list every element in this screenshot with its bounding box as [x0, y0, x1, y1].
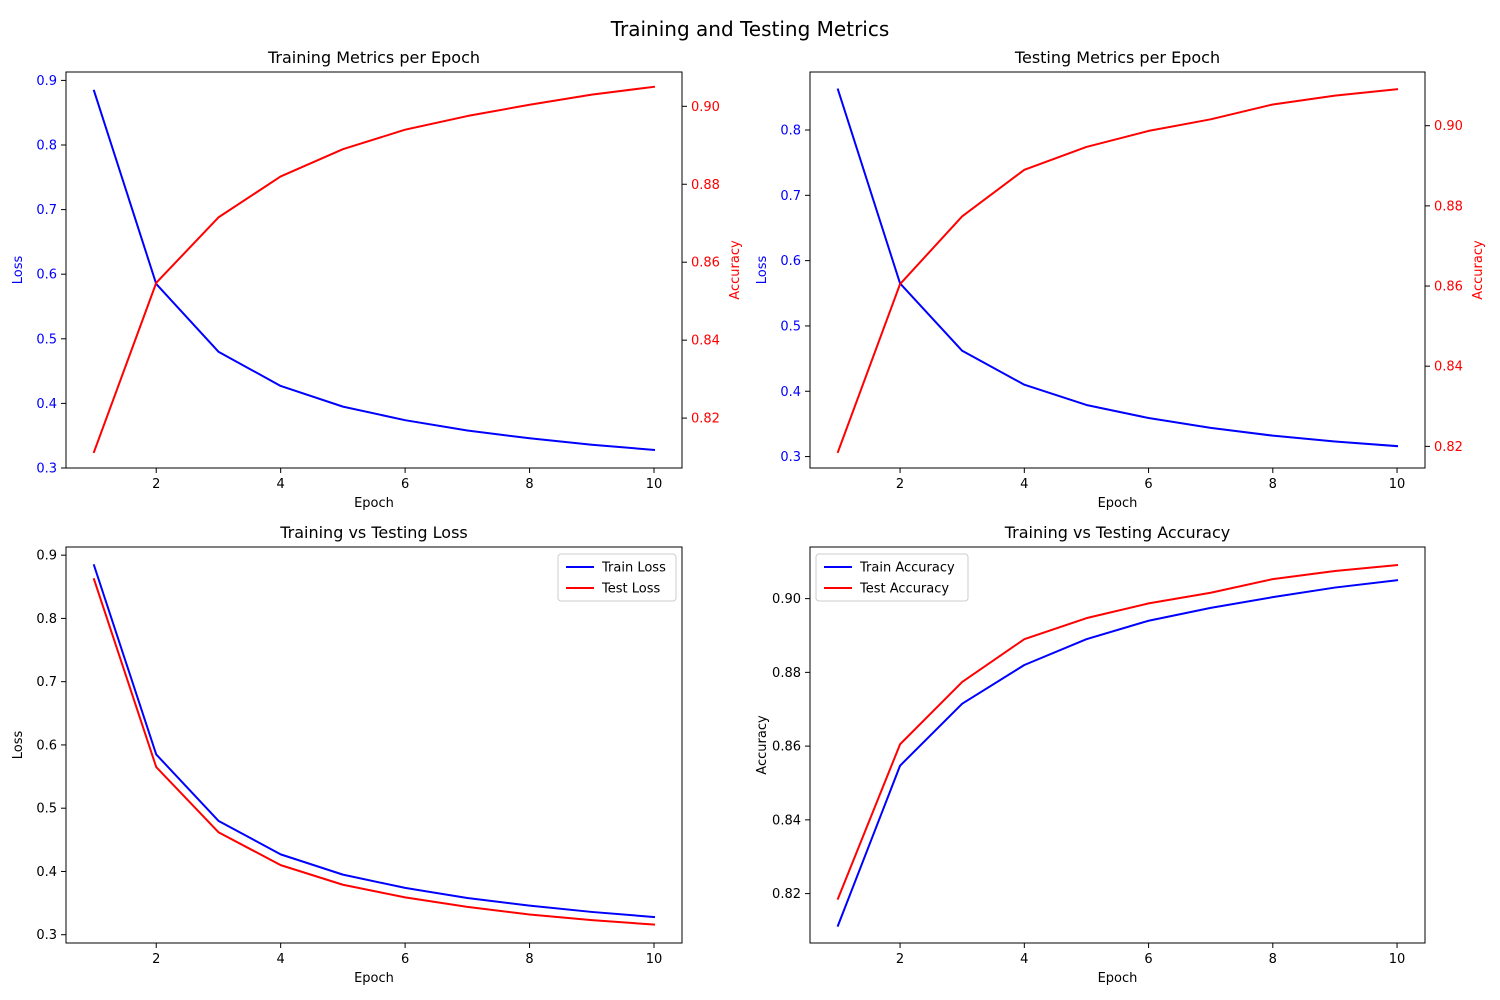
chart-title: Training vs Testing Loss — [279, 523, 468, 542]
y-tick-label: 0.5 — [780, 319, 801, 334]
x-tick-label: 8 — [525, 952, 533, 967]
y-tick-label: 0.6 — [36, 268, 57, 283]
y-tick-label: 0.7 — [780, 189, 801, 204]
x-tick-label: 2 — [896, 952, 904, 967]
legend-label: Train Accuracy — [859, 561, 955, 576]
y-tick-label: 0.3 — [36, 928, 57, 943]
y2-tick-label: 0.88 — [691, 178, 720, 193]
y2-tick-label: 0.90 — [691, 100, 720, 115]
legend: Train Accuracy Test Accuracy — [815, 553, 969, 602]
subplot-grid: Training Metrics per Epoch 2 4 6 8 10 Epoch 0.3… — [11, 48, 1486, 986]
series-line-1 — [836, 88, 1399, 448]
series-line-1 — [92, 564, 656, 919]
x-tick-label: 4 — [277, 952, 285, 967]
chart-title: Testing Metrics per Epoch — [1014, 48, 1220, 67]
axes-frame — [809, 546, 1426, 944]
y2-tick-label: 0.88 — [1434, 199, 1463, 214]
chart-panel-4: Training vs Testing Accuracy 2 4 6 8 10 Epoch 0… — [755, 523, 1426, 986]
y2-tick-label: 0.84 — [1434, 360, 1463, 375]
y-tick-label: 0.4 — [780, 385, 801, 400]
x-tick-label: 2 — [896, 477, 904, 492]
y-tick-label: 0.86 — [772, 740, 801, 755]
y-axis-label: Accuracy — [755, 715, 770, 775]
x-tick-label: 10 — [646, 952, 663, 967]
x-tick-label: 6 — [1144, 952, 1152, 967]
y-tick-label: 0.9 — [36, 74, 57, 89]
legend-label: Test Loss — [601, 582, 660, 597]
y2-tick-label: 0.86 — [691, 256, 720, 271]
figure-suptitle: Training and Testing Metrics — [610, 17, 890, 41]
y2-tick-label: 0.84 — [691, 334, 720, 349]
x-tick-label: 8 — [1269, 477, 1277, 492]
y2-tick-label: 0.86 — [1434, 280, 1463, 295]
x-tick-label: 8 — [1269, 952, 1277, 967]
x-tick-label: 10 — [1389, 477, 1406, 492]
y-tick-label: 0.6 — [780, 254, 801, 269]
legend-label: Train Loss — [601, 561, 666, 576]
series-line-2 — [836, 88, 1399, 454]
axes-frame — [65, 71, 683, 469]
chart-panel-1: Training Metrics per Epoch 2 4 6 8 10 Epoch 0.3… — [11, 48, 743, 511]
y-axis-label: Loss — [11, 256, 26, 285]
y-tick-label: 0.82 — [772, 887, 801, 902]
axes-frame — [809, 71, 1426, 469]
legend-box — [557, 553, 677, 602]
x-tick-label: 2 — [152, 952, 160, 967]
y-tick-label: 0.3 — [36, 462, 57, 477]
chart-panel-3: Training vs Testing Loss 2 4 6 8 10 Epoch 0.3 0.… — [11, 523, 683, 986]
x-tick-label: 10 — [1389, 952, 1406, 967]
y-tick-label: 0.6 — [36, 738, 57, 753]
x-axis-label: Epoch — [354, 496, 394, 511]
y-axis-label: Loss — [755, 256, 770, 285]
y-axis-label: Loss — [11, 731, 26, 760]
y-tick-label: 0.88 — [772, 666, 801, 681]
y2-axis-label: Accuracy — [728, 240, 743, 300]
series-line-2 — [92, 85, 656, 454]
chart-title: Training vs Testing Accuracy — [1004, 523, 1231, 542]
x-tick-label: 6 — [1144, 477, 1152, 492]
x-axis-label: Epoch — [1098, 971, 1138, 986]
x-tick-label: 2 — [152, 477, 160, 492]
y2-tick-label: 0.90 — [1434, 119, 1463, 134]
x-tick-label: 4 — [277, 477, 285, 492]
legend-box — [815, 553, 969, 602]
y2-axis-label: Accuracy — [1471, 240, 1486, 300]
series-line-2 — [836, 563, 1399, 901]
x-tick-label: 8 — [525, 477, 533, 492]
legend-label: Test Accuracy — [859, 582, 949, 597]
y-tick-label: 0.7 — [36, 203, 57, 218]
x-tick-label: 4 — [1020, 952, 1028, 967]
chart-panel-2: Testing Metrics per Epoch 2 4 6 8 10 Epoch 0.3 0… — [755, 48, 1486, 511]
series-line-1 — [836, 579, 1399, 927]
y-tick-label: 0.84 — [772, 813, 801, 828]
series-line-2 — [92, 577, 656, 926]
y-tick-label: 0.4 — [36, 397, 57, 412]
x-tick-label: 6 — [401, 952, 409, 967]
y-tick-label: 0.5 — [36, 802, 57, 817]
legend: Train Loss Test Loss — [557, 553, 677, 602]
x-tick-label: 4 — [1020, 477, 1028, 492]
y-tick-label: 0.7 — [36, 675, 57, 690]
x-tick-label: 6 — [401, 477, 409, 492]
y-tick-label: 0.4 — [36, 865, 57, 880]
x-axis-label: Epoch — [354, 971, 394, 986]
series-line-1 — [92, 89, 656, 451]
y-tick-label: 0.90 — [772, 592, 801, 607]
y2-tick-label: 0.82 — [691, 412, 720, 427]
x-axis-label: Epoch — [1098, 496, 1138, 511]
y-tick-label: 0.5 — [36, 332, 57, 347]
x-tick-label: 10 — [646, 477, 663, 492]
y-tick-label: 0.3 — [780, 450, 801, 465]
chart-title: Training Metrics per Epoch — [267, 48, 480, 67]
y-tick-label: 0.8 — [36, 612, 57, 627]
y-tick-label: 0.8 — [780, 123, 801, 138]
y-tick-label: 0.8 — [36, 138, 57, 153]
y2-tick-label: 0.82 — [1434, 440, 1463, 455]
y-tick-label: 0.9 — [36, 549, 57, 564]
